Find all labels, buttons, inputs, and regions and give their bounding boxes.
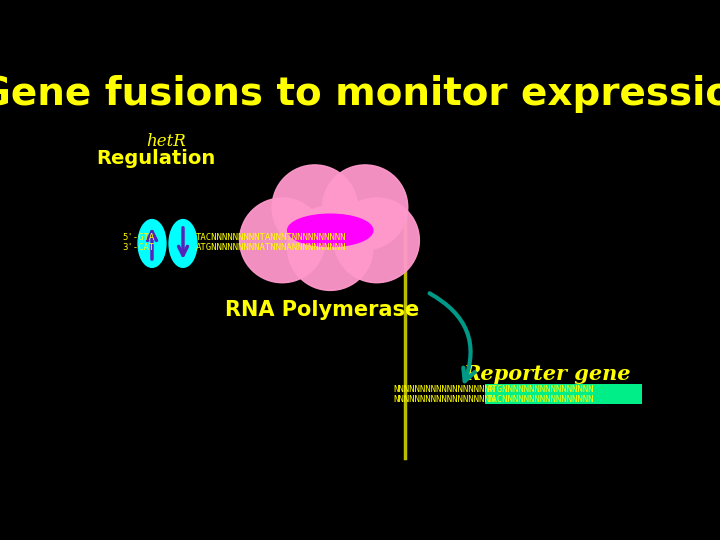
Text: RNA Polymerase: RNA Polymerase <box>225 300 420 320</box>
Circle shape <box>240 198 325 283</box>
Ellipse shape <box>138 220 166 267</box>
Text: Regulation: Regulation <box>96 149 215 168</box>
Text: ATGNNNNNNNNNATNNNANNNNNNNNNN: ATGNNNNNNNNNATNNNANNNNNNNNNN <box>195 243 346 252</box>
Text: TACNNNNNNNNNTANNNTNNNNNNNNNN: TACNNNNNNNNNTANNNTNNNNNNNNNN <box>195 233 346 242</box>
FancyBboxPatch shape <box>485 394 642 404</box>
Text: ATGNNNNNNNNNNNNNNNNN: ATGNNNNNNNNNNNNNNNNN <box>487 385 594 394</box>
Text: Reporter gene: Reporter gene <box>464 364 631 384</box>
Text: 5'-GTA: 5'-GTA <box>122 233 155 242</box>
Text: TACNNNNNNNNNNNNNNNNN: TACNNNNNNNNNNNNNNNNN <box>487 395 594 404</box>
Text: 3'-CAT: 3'-CAT <box>122 243 155 252</box>
Circle shape <box>334 198 419 283</box>
Text: Gene fusions to monitor expression: Gene fusions to monitor expression <box>0 75 720 113</box>
Ellipse shape <box>169 220 197 267</box>
Text: NNNNNNNNNNNNNNNNNNN: NNNNNNNNNNNNNNNNNNN <box>394 385 496 394</box>
FancyArrowPatch shape <box>430 293 474 381</box>
Circle shape <box>323 165 408 249</box>
Ellipse shape <box>287 214 373 247</box>
Circle shape <box>272 165 357 249</box>
Text: NNNNNNNNNNNNNNNNNNN: NNNNNNNNNNNNNNNNNNN <box>394 395 496 404</box>
FancyBboxPatch shape <box>485 384 642 394</box>
Text: hetR: hetR <box>146 133 186 150</box>
Circle shape <box>287 206 373 291</box>
